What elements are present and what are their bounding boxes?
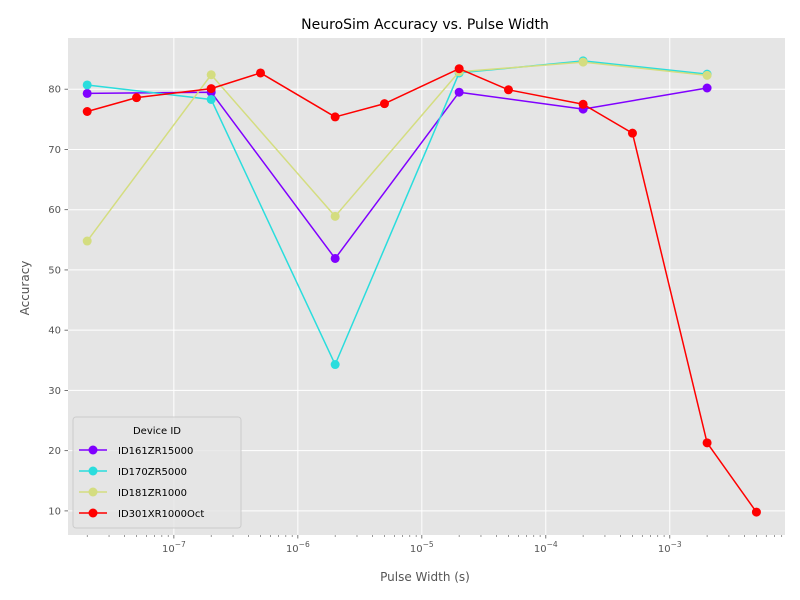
legend-label: ID181ZR1000 <box>118 488 187 499</box>
data-point <box>578 57 588 67</box>
y-tick-label: 30 <box>48 386 61 397</box>
x-tick-label: 10−3 <box>658 540 682 555</box>
data-point <box>379 99 389 109</box>
chart-title: NeuroSim Accuracy vs. Pulse Width <box>301 17 549 33</box>
data-point <box>330 253 340 263</box>
legend-marker <box>88 466 98 476</box>
data-point <box>330 112 340 122</box>
data-point <box>206 94 216 104</box>
y-tick-label: 70 <box>48 145 61 156</box>
data-point <box>751 507 761 517</box>
data-point <box>702 438 712 448</box>
legend-marker <box>88 508 98 518</box>
y-axis-title: Accuracy <box>18 261 32 316</box>
y-tick-label: 80 <box>48 85 61 96</box>
y-tick-label: 50 <box>48 265 61 276</box>
legend-items: ID161ZR15000 ID170ZR5000 ID181ZR1000 ID301X… <box>79 445 204 520</box>
series-ID301XR1000Oct <box>82 64 761 517</box>
legend-label: ID161ZR15000 <box>118 446 193 457</box>
data-point <box>206 84 216 94</box>
series-line <box>87 87 708 260</box>
data-point <box>330 360 340 370</box>
data-point <box>330 211 340 221</box>
series-layer <box>82 56 761 517</box>
y-tick-label: 60 <box>48 205 61 216</box>
legend-item: ID170ZR5000 <box>79 466 187 478</box>
series-line <box>87 60 708 366</box>
x-tick-label: 10−7 <box>162 540 186 555</box>
data-point <box>454 64 464 74</box>
x-tick-label: 10−5 <box>410 540 434 555</box>
legend: Device ID ID161ZR15000 ID170ZR5000 ID181ZR… <box>72 416 242 529</box>
x-axis-title: Pulse Width (s) <box>380 570 470 584</box>
data-point <box>82 236 92 246</box>
data-point <box>627 128 637 138</box>
y-axis-ticks: 10 20 30 40 50 60 70 80 <box>48 85 68 517</box>
legend-item: ID301XR1000Oct <box>79 508 204 520</box>
legend-marker <box>88 445 98 455</box>
data-point <box>206 70 216 80</box>
data-point <box>454 87 464 97</box>
legend-title: Device ID <box>133 426 181 437</box>
legend-box <box>72 416 242 529</box>
data-point <box>702 83 712 93</box>
data-point <box>82 80 92 90</box>
x-tick-label: 10−4 <box>534 540 558 555</box>
y-tick-label: 10 <box>48 506 61 517</box>
data-point <box>132 93 142 103</box>
y-tick-label: 20 <box>48 446 61 457</box>
legend-item: ID161ZR15000 <box>79 445 193 457</box>
legend-label: ID301XR1000Oct <box>118 509 204 520</box>
data-point <box>702 70 712 80</box>
legend-item: ID181ZR1000 <box>79 487 187 499</box>
legend-label: ID170ZR5000 <box>118 467 187 478</box>
y-tick-label: 40 <box>48 326 61 337</box>
data-point <box>82 106 92 116</box>
data-point <box>82 88 92 98</box>
series-line <box>86 61 708 242</box>
x-tick-label: 10−6 <box>286 540 310 555</box>
data-point <box>503 85 513 95</box>
x-axis-ticks: 10−7 10−6 10−5 10−4 10−3 <box>86 535 783 555</box>
data-point <box>256 68 266 78</box>
data-point <box>578 99 588 109</box>
legend-marker <box>88 487 98 497</box>
series-line <box>86 67 758 513</box>
